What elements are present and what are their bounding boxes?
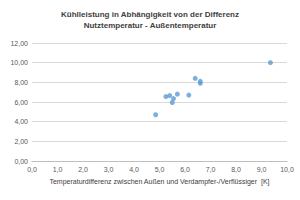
svg-text:Nutztemperatur - Außentemperat: Nutztemperatur - Außentemperatur (84, 21, 217, 30)
svg-text:9,0: 9,0 (257, 166, 267, 173)
svg-text:6,0: 6,0 (180, 166, 190, 173)
svg-text:0,0: 0,0 (27, 166, 37, 173)
svg-text:7,0: 7,0 (206, 166, 216, 173)
svg-text:3,0: 3,0 (104, 166, 114, 173)
svg-text:Kühlleistung in Abhängigkeit v: Kühlleistung in Abhängigkeit von der Dif… (61, 10, 239, 19)
svg-text:8,00: 8,00 (14, 79, 28, 86)
svg-text:0,00: 0,00 (14, 158, 28, 165)
svg-text:10,0: 10,0 (280, 166, 294, 173)
svg-text:2,0: 2,0 (78, 166, 88, 173)
svg-text:10,00: 10,00 (10, 59, 28, 66)
svg-text:5,0: 5,0 (155, 166, 165, 173)
svg-text:4,0: 4,0 (129, 166, 139, 173)
svg-text:12,00: 12,00 (10, 40, 28, 47)
svg-text:1,0: 1,0 (53, 166, 63, 173)
svg-text:6,00: 6,00 (14, 99, 28, 106)
svg-text:8,0: 8,0 (231, 166, 241, 173)
svg-text:4,00: 4,00 (14, 118, 28, 125)
svg-text:2,00: 2,00 (14, 138, 28, 145)
svg-text:Temperaturdifferenz zwischen A: Temperaturdifferenz zwischen Außen und V… (49, 178, 269, 186)
